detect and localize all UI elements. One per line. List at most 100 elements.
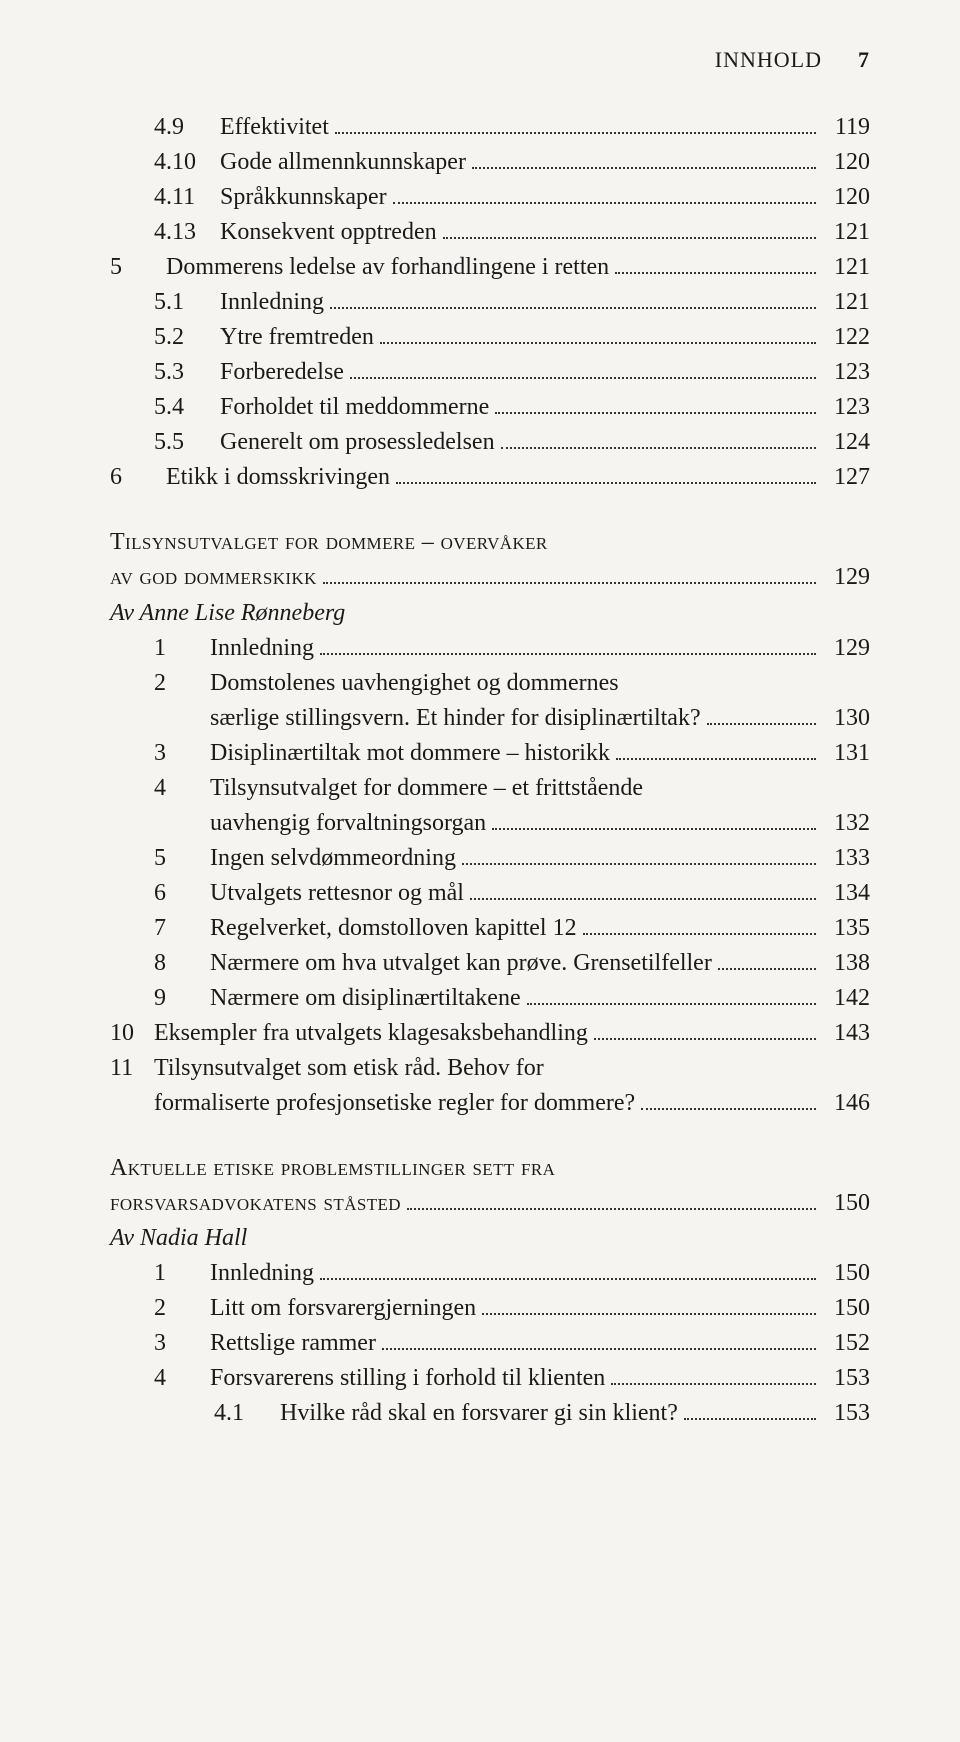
- leader-dots: [615, 253, 816, 274]
- toc-label: formaliserte profesjonsetiske regler for…: [154, 1086, 635, 1121]
- toc-label: Nærmere om disiplinærtiltakene: [210, 981, 521, 1016]
- toc-label: Disiplinærtiltak mot dommere – historikk: [210, 736, 610, 771]
- toc-page: 133: [822, 841, 870, 876]
- toc-page: 150: [822, 1186, 870, 1221]
- toc-num: 7: [154, 911, 210, 946]
- toc-page: 150: [822, 1291, 870, 1326]
- toc-entry: 4 Tilsynsutvalget for dommere – et fritt…: [110, 771, 870, 806]
- toc-entry: 6 Utvalgets rettesnor og mål 134: [110, 876, 870, 911]
- leader-dots: [443, 218, 816, 239]
- toc-page: 122: [822, 320, 870, 355]
- toc-label: Innledning: [220, 285, 324, 320]
- toc-entry: 4.9 Effektivitet 119: [110, 110, 870, 145]
- toc-page: 138: [822, 946, 870, 981]
- toc-num: 1: [154, 631, 210, 666]
- toc-entry: 1 Innledning 150: [110, 1256, 870, 1291]
- toc-label: Nærmere om hva utvalget kan prøve. Grens…: [210, 946, 712, 981]
- leader-dots: [616, 738, 816, 759]
- section-title-line2: av god dommerskikk: [110, 560, 317, 595]
- toc-entry-cont: uavhengig forvaltningsorgan 132: [110, 806, 870, 841]
- leader-dots: [594, 1019, 816, 1040]
- leader-dots: [684, 1399, 816, 1420]
- toc-label: Ytre fremtreden: [220, 320, 374, 355]
- leader-dots: [462, 844, 816, 865]
- leader-dots: [641, 1089, 816, 1110]
- toc-label: Ingen selvdømmeordning: [210, 841, 456, 876]
- leader-dots: [501, 428, 816, 449]
- toc-num: 5: [154, 841, 210, 876]
- toc-num: 6: [154, 876, 210, 911]
- toc-entry: 5 Ingen selvdømmeordning 133: [110, 841, 870, 876]
- toc-entry: 2 Domstolenes uavhengighet og dommernes: [110, 666, 870, 701]
- toc-page: 121: [822, 285, 870, 320]
- toc-label: Regelverket, domstolloven kapittel 12: [210, 911, 577, 946]
- leader-dots: [407, 1189, 816, 1210]
- toc-entry: 4.13 Konsekvent opptreden 121: [110, 215, 870, 250]
- toc-entry: 3 Rettslige rammer 152: [110, 1326, 870, 1361]
- leader-dots: [482, 1294, 816, 1315]
- toc-entry: 5.2 Ytre fremtreden 122: [110, 320, 870, 355]
- toc-page: 153: [822, 1361, 870, 1396]
- toc-entry: 8 Nærmere om hva utvalget kan prøve. Gre…: [110, 946, 870, 981]
- toc-num: 5.5: [154, 425, 220, 460]
- toc-num: 4.9: [154, 110, 220, 145]
- leader-dots: [380, 323, 816, 344]
- toc-num: 4.13: [154, 215, 220, 250]
- author-line: Av Nadia Hall: [110, 1221, 870, 1256]
- toc-num: 4: [154, 1361, 210, 1396]
- toc-num: 4.10: [154, 145, 220, 180]
- leader-dots: [527, 984, 816, 1005]
- leader-dots: [350, 358, 816, 379]
- toc-page: 152: [822, 1326, 870, 1361]
- running-head-title: INNHOLD: [715, 44, 822, 76]
- toc-entry: 9 Nærmere om disiplinærtiltakene 142: [110, 981, 870, 1016]
- toc-num: 11: [110, 1051, 154, 1086]
- toc-label: uavhengig forvaltningsorgan: [210, 806, 486, 841]
- toc-page: 142: [822, 981, 870, 1016]
- toc-page: 129: [822, 560, 870, 595]
- toc-entry: 3 Disiplinærtiltak mot dommere – histori…: [110, 736, 870, 771]
- toc-entry-cont: særlige stillingsvern. Et hinder for dis…: [110, 701, 870, 736]
- section-title-line1: Tilsynsutvalget for dommere – overvåker: [110, 525, 870, 560]
- toc-num: 3: [154, 736, 210, 771]
- leader-dots: [320, 633, 816, 654]
- toc-page: 123: [822, 390, 870, 425]
- toc-entry: 2 Litt om forsvarergjerningen 150: [110, 1291, 870, 1326]
- toc-label: Generelt om prosessledelsen: [220, 425, 495, 460]
- author-line: Av Anne Lise Rønneberg: [110, 596, 870, 631]
- toc-num: 4.11: [154, 180, 220, 215]
- leader-dots: [335, 113, 816, 134]
- toc-page: 129: [822, 631, 870, 666]
- toc-page: 130: [822, 701, 870, 736]
- leader-dots: [492, 809, 816, 830]
- section-heading: Tilsynsutvalget for dommere – overvåker …: [110, 525, 870, 595]
- leader-dots: [718, 949, 816, 970]
- toc-page: 153: [822, 1396, 870, 1431]
- toc-page: 143: [822, 1016, 870, 1051]
- toc-label: Hvilke råd skal en forsvarer gi sin klie…: [280, 1396, 678, 1431]
- leader-dots: [393, 183, 816, 204]
- toc-num: 9: [154, 981, 210, 1016]
- toc-label: Konsekvent opptreden: [220, 215, 437, 250]
- toc-entry: 4.10 Gode allmennkunnskaper 120: [110, 145, 870, 180]
- toc-entry: 4 Forsvarerens stilling i forhold til kl…: [110, 1361, 870, 1396]
- toc-entry: 5.3 Forberedelse 123: [110, 355, 870, 390]
- toc-page: 135: [822, 911, 870, 946]
- toc-label: Forholdet til meddommerne: [220, 390, 489, 425]
- toc-entry: 6 Etikk i domsskrivingen 127: [110, 460, 870, 495]
- toc-label: Litt om forsvarergjerningen: [210, 1291, 476, 1326]
- toc-num: 8: [154, 946, 210, 981]
- toc-page: 150: [822, 1256, 870, 1291]
- toc-num: 4.1: [214, 1396, 280, 1431]
- toc-num: 5.3: [154, 355, 220, 390]
- toc-label: Språkkunnskaper: [220, 180, 387, 215]
- leader-dots: [583, 914, 816, 935]
- toc-label: Dommerens ledelse av forhandlingene i re…: [166, 250, 609, 285]
- toc-entry: 5 Dommerens ledelse av forhandlingene i …: [110, 250, 870, 285]
- toc-entry-cont: formaliserte profesjonsetiske regler for…: [110, 1086, 870, 1121]
- leader-dots: [320, 1259, 816, 1280]
- toc-page: 134: [822, 876, 870, 911]
- leader-dots: [323, 563, 816, 584]
- toc-page: 124: [822, 425, 870, 460]
- section-title-line2: forsvarsadvokatens ståsted: [110, 1186, 401, 1221]
